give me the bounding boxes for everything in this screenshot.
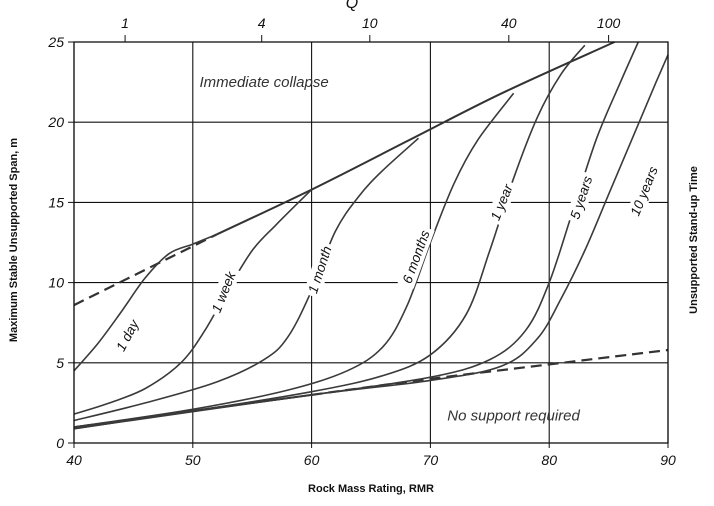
right-axis-title: Unsupported Stand-up Time	[688, 166, 700, 314]
immediate-collapse-label: Immediate collapse	[199, 74, 328, 91]
curve-label-5-years: 5 years	[567, 174, 595, 221]
curve-1-day	[73, 233, 217, 372]
top-tick-label: 4	[258, 15, 266, 31]
curve-label-1-week: 1 week	[209, 268, 239, 314]
curve-label-group: 1 week	[206, 265, 242, 318]
grid-lines	[73, 41, 669, 444]
y-tick-label: 5	[56, 355, 64, 371]
curve-10-years	[73, 54, 669, 430]
x-tick-label: 80	[541, 452, 557, 468]
curve-label-group: 1 month	[303, 241, 337, 299]
curve-label-group: 6 months	[397, 224, 435, 289]
top-tick-label: 40	[501, 15, 517, 31]
y-tick-label: 20	[47, 114, 64, 130]
tick-labels: 40 50 60 70 80 90 0 5 10 15 20 25 1 4 10 40 100	[47, 15, 676, 468]
top-axis-title: Q	[346, 0, 358, 12]
y-tick-label: 10	[48, 275, 64, 291]
y-tick-label: 15	[48, 194, 64, 210]
curve-1-year	[73, 44, 586, 428]
curve-1-week	[73, 189, 313, 415]
x-axis-title: Rock Mass Rating, RMR	[308, 483, 434, 495]
curve-6-months	[73, 92, 515, 428]
curve-label-10-years: 10 years	[628, 164, 661, 218]
x-tick-label: 90	[660, 452, 676, 468]
stand-up-time-curves	[73, 41, 669, 430]
curve-label-1-month: 1 month	[305, 244, 334, 295]
y-tick-label: 25	[47, 34, 64, 50]
x-tick-label: 70	[423, 452, 439, 468]
curve-label-backing	[206, 265, 242, 318]
curve-label-group: 5 years	[565, 170, 598, 225]
x-tick-label: 50	[185, 452, 201, 468]
boundary-lines	[73, 41, 669, 430]
curve-label-backing	[303, 241, 337, 299]
curve-label-6-months: 6 months	[400, 228, 433, 286]
x-tick-label: 40	[66, 452, 82, 468]
x-tick-label: 60	[304, 452, 320, 468]
curve-label-backing	[485, 178, 518, 226]
collapse-solid-boundary	[216, 41, 615, 236]
y-tick-label: 0	[56, 435, 64, 451]
curve-label-group: 10 years	[625, 160, 663, 222]
curve-1-month	[73, 137, 420, 422]
curve-label-backing	[625, 160, 663, 222]
curve-label-backing	[397, 224, 435, 289]
curve-5-years	[73, 41, 640, 428]
y-axis-title: Maximum Stable Unsupported Span, m	[8, 138, 20, 342]
curve-label-backing	[110, 313, 145, 357]
top-tick-label: 1	[121, 15, 129, 31]
plot-frame	[73, 41, 669, 444]
top-tick-label: 10	[362, 15, 378, 31]
collapse-dashed-boundary	[73, 233, 218, 307]
curve-label-backing	[565, 170, 598, 225]
no-support-required-label: No support required	[447, 408, 580, 425]
top-tick-label: 100	[597, 15, 621, 31]
